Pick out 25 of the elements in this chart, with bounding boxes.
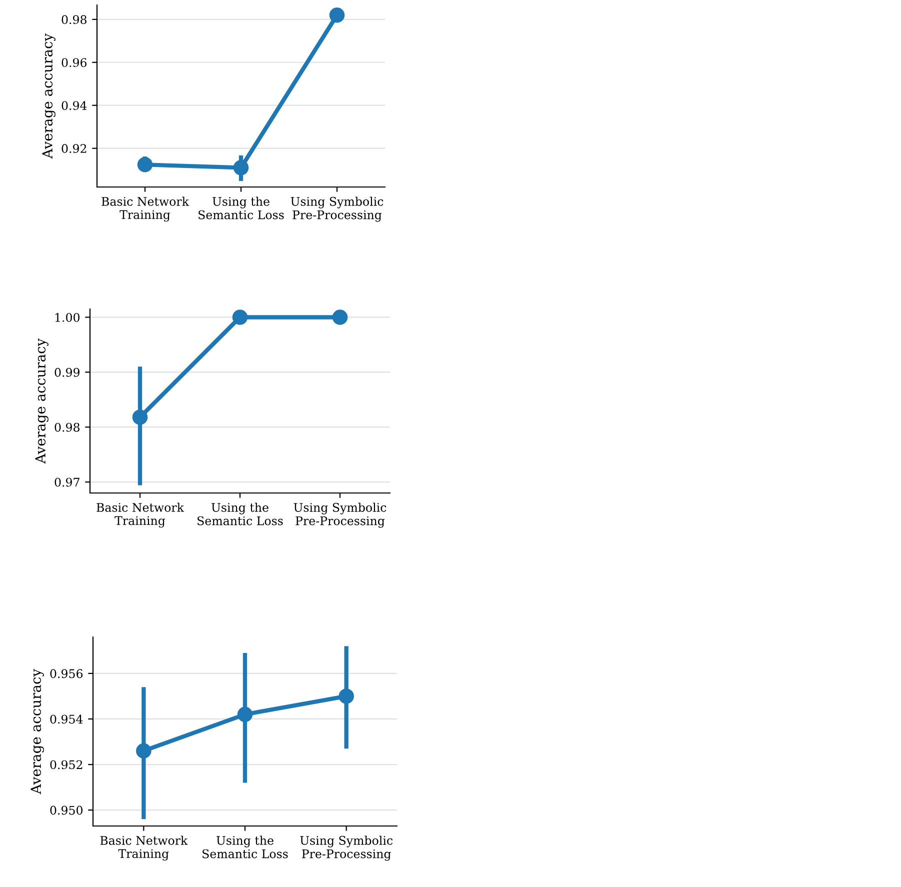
x-tick-label: Using the Semantic Loss — [202, 836, 288, 858]
x-tick-label: Using Symbolic Pre-Processing — [294, 502, 386, 528]
y-tick-label: 0.94 — [62, 101, 87, 110]
y-tick-label: 0.98 — [54, 422, 80, 432]
y-tick-label: 0.99 — [54, 368, 80, 377]
x-tick-label: Using Symbolic Pre-Processing — [290, 196, 384, 222]
y-axis-title: Average accuracy — [35, 338, 48, 464]
x-tick-label: Using Symbolic Pre-Processing — [300, 836, 393, 861]
y-tick-label: 0.950 — [50, 806, 82, 815]
y-tick-label: 0.96 — [62, 58, 87, 68]
x-tick-label: Basic Network Training — [100, 836, 188, 861]
y-tick-label: 0.956 — [50, 669, 83, 678]
y-tick-label: 0.92 — [62, 144, 86, 153]
y-tick-label: 1.00 — [55, 312, 80, 322]
y-tick-label: 0.97 — [54, 478, 80, 487]
x-tick-label: Using the Semantic Loss — [198, 502, 283, 526]
y-axis-title: Average accuracy — [30, 668, 44, 794]
point — [329, 7, 345, 23]
x-tick-label: Basic Network Training — [102, 196, 190, 222]
y-tick-label: 0.952 — [50, 760, 82, 770]
y-tick-label: 0.98 — [62, 15, 86, 24]
x-tick-label: Using the Semantic Loss — [198, 196, 284, 220]
x-tick-label: Basic Network Training — [96, 502, 184, 528]
y-tick-label: 0.954 — [50, 714, 83, 724]
y-axis-title: Average accuracy — [42, 33, 56, 159]
